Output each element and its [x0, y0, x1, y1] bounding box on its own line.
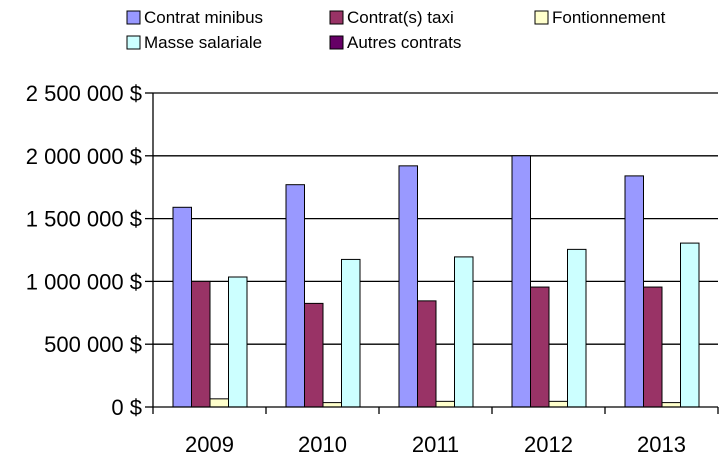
bars: [172, 155, 700, 408]
legend-label: Contrat(s) taxi: [347, 8, 454, 27]
legend-item: Autres contrats: [329, 33, 461, 52]
x-tick-label: 2013: [637, 432, 686, 457]
y-tick-label: 2 000 000 $: [26, 144, 142, 169]
bar-fontionnement-2010: [322, 402, 342, 408]
legend-swatch: [126, 10, 141, 25]
x-tick-label: 2011: [412, 432, 459, 457]
legend: Contrat minibus Contrat(s) taxi Fontionnem…: [126, 8, 666, 52]
bar-contrat-s-taxi-2012: [530, 286, 550, 408]
bar-contrat-s-taxi-2010: [304, 302, 324, 408]
y-tick-label: 2 500 000 $: [26, 81, 142, 106]
bar-masse-salariale-2010: [341, 258, 361, 408]
bar-fontionnement-2011: [435, 400, 455, 408]
bar-fontionnement-2013: [661, 402, 681, 408]
bar-contrat-minibus-2010: [285, 184, 305, 408]
bar-contrat-minibus-2009: [172, 206, 192, 408]
legend-swatch: [534, 10, 549, 25]
legend-swatch: [329, 35, 344, 50]
x-tick-label: 2009: [185, 432, 234, 457]
legend-label: Masse salariale: [144, 33, 262, 52]
bar-contrat-minibus-2013: [624, 175, 644, 408]
y-tick-labels: 0 $ 500 000 $ 1 000 000 $ 1 500 000 $ 2 000 …: [26, 81, 142, 420]
bar-fontionnement-2012: [548, 400, 568, 408]
legend-label: Autres contrats: [347, 33, 461, 52]
bar-masse-salariale-2011: [454, 256, 474, 408]
bar-masse-salariale-2013: [680, 242, 700, 408]
y-tick-label: 0 $: [111, 395, 142, 420]
legend-label: Fontionnement: [552, 8, 666, 27]
y-tick-label: 500 000 $: [44, 332, 142, 357]
bar-contrat-s-taxi-2009: [191, 280, 211, 408]
bar-contrat-minibus-2011: [398, 165, 418, 408]
y-tick-label: 1 000 000 $: [26, 269, 142, 294]
bar-contrat-s-taxi-2013: [643, 286, 663, 408]
bar-masse-salariale-2009: [228, 276, 248, 408]
legend-label: Contrat minibus: [144, 8, 263, 27]
bar-contrat-s-taxi-2011: [417, 300, 437, 408]
y-tick-label: 1 500 000 $: [26, 207, 142, 232]
legend-item: Fontionnement: [534, 8, 666, 27]
axes: [145, 92, 719, 414]
bar-fontionnement-2009: [209, 398, 229, 408]
legend-item: Masse salariale: [126, 33, 262, 52]
x-tick-label: 2010: [298, 432, 347, 457]
x-tick-label: 2012: [524, 432, 573, 457]
bar-contrat-minibus-2012: [511, 155, 531, 408]
legend-item: Contrat(s) taxi: [329, 8, 454, 27]
x-tick-labels: 2009 2010 2011 2012 2013: [185, 432, 686, 457]
legend-swatch: [126, 35, 141, 50]
bar-masse-salariale-2012: [567, 248, 587, 408]
legend-item: Contrat minibus: [126, 8, 263, 27]
legend-swatch: [329, 10, 344, 25]
